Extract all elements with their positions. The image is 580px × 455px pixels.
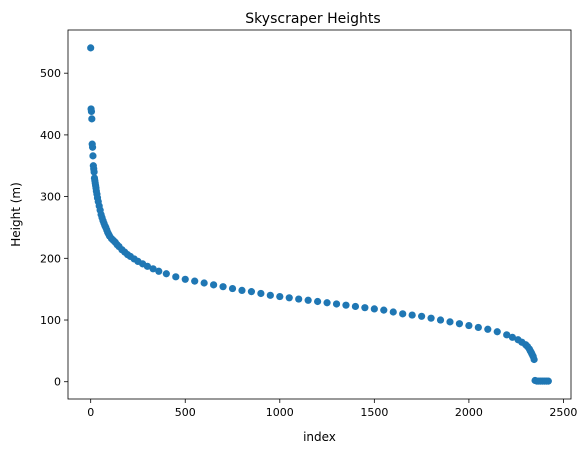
- data-point: [87, 107, 96, 116]
- data-point: [295, 295, 303, 303]
- data-point: [370, 305, 378, 313]
- y-axis-ticks: 0 100 200 300 400 500: [40, 67, 68, 389]
- data-point: [314, 297, 322, 306]
- y-tick-label: 200: [40, 252, 61, 265]
- x-tick-label: 2500: [549, 406, 577, 419]
- y-tick-label: 100: [40, 314, 61, 327]
- data-point: [172, 273, 180, 281]
- data-point: [88, 143, 97, 151]
- data-point: [143, 262, 152, 270]
- data-point: [361, 304, 369, 312]
- data-point: [304, 296, 312, 304]
- data-point: [247, 288, 256, 296]
- data-point: [544, 377, 552, 385]
- y-tick-label: 300: [40, 191, 61, 204]
- data-point: [380, 306, 388, 314]
- data-point: [484, 325, 492, 333]
- data-point: [508, 333, 516, 341]
- data-point: [266, 291, 274, 299]
- data-point: [181, 275, 189, 283]
- data-point: [88, 115, 96, 123]
- data-point: [162, 270, 170, 278]
- data-point: [342, 301, 350, 309]
- data-point: [503, 331, 511, 339]
- data-point: [408, 311, 416, 319]
- data-point: [90, 168, 98, 176]
- data-point: [455, 320, 464, 328]
- x-axis-label: index: [303, 430, 336, 444]
- data-point: [285, 294, 293, 302]
- data-point: [465, 321, 473, 330]
- x-tick-label: 1000: [266, 406, 294, 419]
- data-point: [427, 314, 435, 322]
- data-points: [87, 44, 552, 385]
- y-axis-label: Height (m): [9, 182, 23, 247]
- data-point: [155, 267, 163, 275]
- data-point: [493, 328, 501, 336]
- plot-frame: [67, 29, 572, 400]
- data-point: [200, 279, 208, 287]
- data-point: [474, 323, 482, 332]
- data-point: [191, 277, 199, 285]
- data-point: [389, 308, 397, 316]
- plot-area: [68, 30, 571, 399]
- data-point: [89, 152, 97, 160]
- data-point: [87, 44, 95, 52]
- data-point: [238, 286, 246, 294]
- data-point: [228, 284, 237, 293]
- data-point: [276, 292, 284, 301]
- x-axis-ticks: 0 500 1000 1500 2000 2500: [87, 399, 577, 419]
- data-point: [332, 300, 341, 308]
- data-point: [257, 289, 265, 298]
- data-point: [436, 316, 445, 324]
- x-tick-label: 1500: [360, 406, 388, 419]
- data-point: [446, 318, 454, 326]
- data-point: [219, 283, 227, 291]
- data-point: [323, 299, 331, 307]
- x-tick-label: 2000: [455, 406, 483, 419]
- chart-title: Skyscraper Heights: [245, 11, 380, 27]
- data-point: [351, 302, 360, 311]
- data-point: [530, 355, 538, 364]
- x-tick-label: 500: [175, 406, 196, 419]
- y-tick-label: 400: [40, 129, 61, 142]
- y-tick-label: 0: [54, 376, 61, 389]
- data-point: [399, 310, 407, 318]
- data-point: [418, 312, 426, 320]
- y-tick-label: 500: [40, 67, 61, 80]
- data-point: [210, 281, 218, 289]
- x-tick-label: 0: [87, 406, 94, 419]
- data-point: [149, 265, 157, 273]
